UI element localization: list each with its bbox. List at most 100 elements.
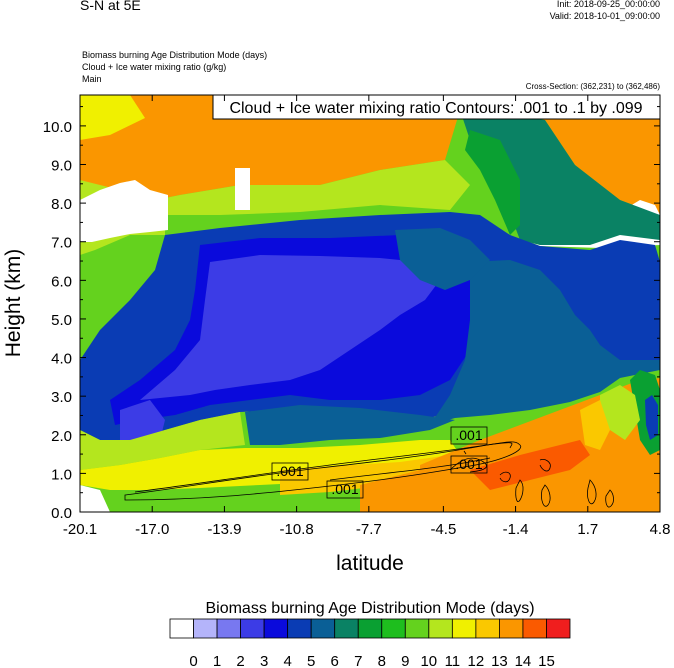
valid-time: Valid: 2018-10-01_09:00:00 bbox=[549, 11, 660, 21]
colorbar-swatch bbox=[216, 618, 241, 639]
x-tick-label: 4.8 bbox=[650, 521, 671, 538]
contour-line bbox=[605, 489, 614, 508]
colorbar-tick-label: 8 bbox=[378, 653, 386, 668]
colorbar-swatch bbox=[381, 618, 406, 639]
x-tick-label: -4.5 bbox=[430, 521, 456, 538]
contour-info-text: Cloud + Ice water mixing ratio Contours:… bbox=[229, 100, 642, 117]
y-tick-label: 8.0 bbox=[51, 196, 72, 213]
contour-line bbox=[329, 457, 491, 481]
y-tick-label: 10.0 bbox=[43, 119, 72, 136]
heatmap-cell bbox=[645, 395, 658, 440]
x-tick-label: -17.0 bbox=[135, 521, 169, 538]
colorbar-swatch bbox=[404, 618, 430, 639]
colorbar-swatch bbox=[240, 618, 265, 639]
field-label-2: Cloud + Ice water mixing ratio (g/kg) bbox=[82, 62, 227, 72]
colorbar-tick-label: 6 bbox=[331, 653, 339, 668]
colorbar-tick-label: 15 bbox=[538, 653, 555, 668]
colorbar-swatch bbox=[475, 618, 500, 639]
contour-label-box bbox=[326, 480, 364, 499]
x-tick-label: 1.7 bbox=[577, 521, 598, 538]
y-tick-label: 4.0 bbox=[51, 351, 72, 368]
y-tick-label: 2.0 bbox=[51, 428, 72, 445]
contour-line bbox=[541, 484, 551, 507]
heatmap-cell bbox=[140, 255, 440, 400]
contour-line bbox=[449, 457, 487, 473]
field-label-3: Main bbox=[82, 74, 102, 84]
contour-label-box bbox=[271, 462, 309, 481]
colorbar-tick-label: 1 bbox=[213, 653, 221, 668]
y-tick-label: 3.0 bbox=[51, 389, 72, 406]
init-time: Init: 2018-09-25_00:00:00 bbox=[556, 0, 660, 9]
y-tick-label: 7.0 bbox=[51, 235, 72, 252]
colorbar-tick-label: 13 bbox=[491, 653, 508, 668]
y-tick-label: 1.0 bbox=[51, 466, 72, 483]
x-tick-label: -13.9 bbox=[207, 521, 241, 538]
heatmap-cell bbox=[430, 260, 660, 425]
contour-line bbox=[463, 450, 467, 455]
contour-line bbox=[499, 471, 511, 483]
colorbar-swatch bbox=[522, 618, 547, 639]
x-axis-label: latitude bbox=[336, 552, 404, 575]
heatmap-field bbox=[80, 95, 660, 512]
heatmap-cell bbox=[130, 160, 470, 215]
colorbar-tick-label: 3 bbox=[260, 653, 268, 668]
contour-label: .001 bbox=[455, 427, 482, 443]
heatmap-cell bbox=[395, 228, 490, 290]
heatmap-cell bbox=[360, 462, 470, 512]
colorbar-tick-label: 12 bbox=[468, 653, 485, 668]
x-tick-label: -10.8 bbox=[280, 521, 314, 538]
heatmap-cell bbox=[80, 95, 145, 140]
colorbar-swatch bbox=[451, 618, 477, 639]
colorbar-tick-label: 10 bbox=[420, 653, 437, 668]
colorbar-tick-label: 4 bbox=[283, 653, 291, 668]
colorbar-swatch bbox=[428, 618, 453, 639]
field-label-1: Biomass burning Age Distribution Mode (d… bbox=[82, 50, 268, 60]
colorbar-swatch bbox=[499, 618, 524, 639]
colorbar-swatch bbox=[193, 618, 218, 639]
colorbar-tick-label: 14 bbox=[515, 653, 532, 668]
heatmap-cell bbox=[465, 130, 520, 235]
heatmap-cell bbox=[80, 412, 245, 470]
colorbar-tick-label: 9 bbox=[401, 653, 409, 668]
heatmap-cell bbox=[80, 485, 110, 512]
heatmap-cell bbox=[600, 385, 640, 440]
colorbar-tick-label: 7 bbox=[354, 653, 362, 668]
contour-line bbox=[124, 441, 522, 501]
colorbar-label: Biomass burning Age Distribution Mode (d… bbox=[205, 600, 534, 617]
colorbar-swatch bbox=[334, 618, 359, 639]
colorbar-tick-label: 0 bbox=[189, 653, 197, 668]
heatmap-cell bbox=[235, 168, 250, 210]
contour-line bbox=[515, 479, 524, 503]
contour-label: .001 bbox=[276, 463, 303, 479]
colorbar-swatch bbox=[169, 618, 194, 639]
x-tick-label: -1.4 bbox=[503, 521, 529, 538]
y-tick-label: 5.0 bbox=[51, 312, 72, 329]
heatmap-cell bbox=[470, 440, 590, 490]
contour-lines bbox=[124, 441, 614, 508]
contour-label-box bbox=[450, 455, 488, 474]
colorbar-swatch bbox=[263, 618, 289, 639]
y-tick-label: 0.0 bbox=[51, 505, 72, 522]
contour-line bbox=[134, 442, 513, 493]
y-axis-label: Height (km) bbox=[2, 249, 25, 358]
contour-line bbox=[587, 479, 597, 505]
heatmap-cell bbox=[80, 95, 660, 215]
heatmap-cell bbox=[580, 400, 610, 450]
y-tick-label: 9.0 bbox=[51, 158, 72, 175]
colorbar-swatch bbox=[310, 618, 336, 639]
contour-label: .001 bbox=[455, 456, 482, 472]
y-tick-label: 6.0 bbox=[51, 273, 72, 290]
x-tick-label: -7.7 bbox=[356, 521, 382, 538]
heatmap-cell bbox=[245, 405, 455, 445]
plot-title: S-N at 5E bbox=[80, 0, 141, 13]
cross-section-label: Cross-Section: (362,231) to (362,486) bbox=[525, 82, 660, 91]
heatmap-cell bbox=[80, 180, 168, 242]
contour-line bbox=[539, 459, 551, 472]
x-tick-label: -20.1 bbox=[63, 521, 97, 538]
colorbar-swatch bbox=[287, 618, 312, 639]
contour-label: .001 bbox=[331, 481, 358, 497]
colorbar-tick-label: 11 bbox=[445, 653, 461, 668]
colorbar-swatch bbox=[546, 618, 571, 639]
colorbar-tick-label: 2 bbox=[236, 653, 244, 668]
